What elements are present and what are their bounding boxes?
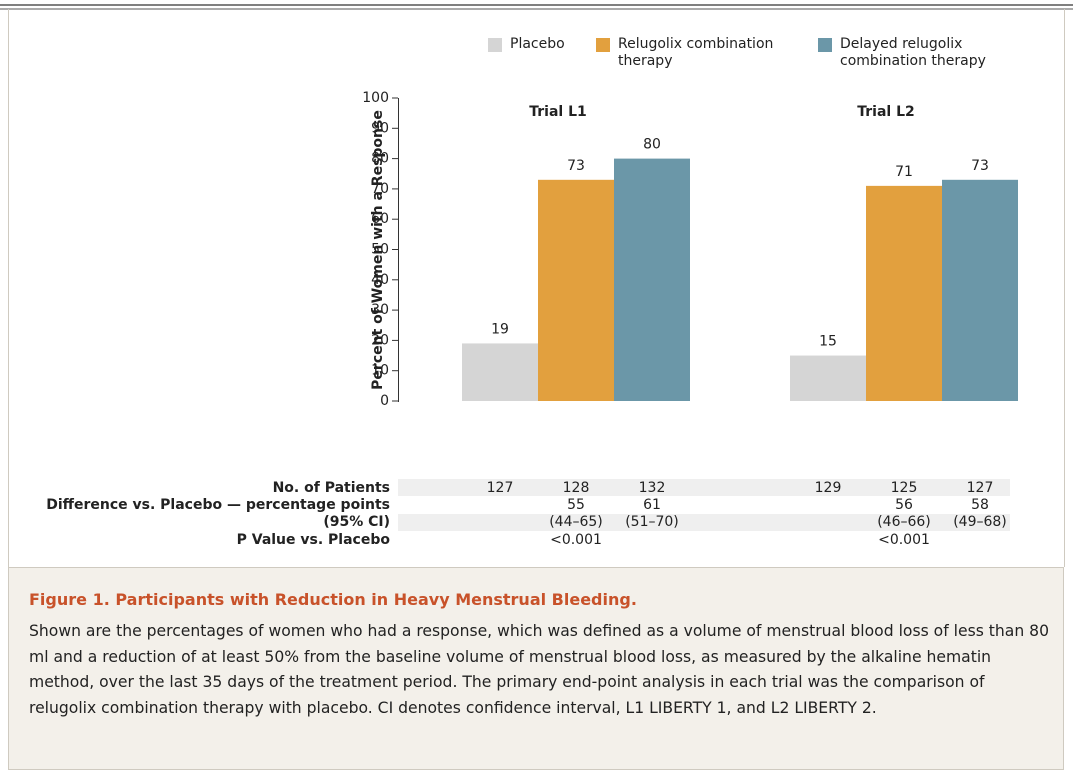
- value-label: 15: [819, 334, 837, 350]
- group-label: Trial L1: [529, 104, 587, 120]
- group-label: Trial L2: [857, 104, 915, 120]
- row-label: Difference vs. Placebo — percentage poin…: [46, 497, 390, 513]
- table-band: [398, 479, 1010, 496]
- bar: [790, 355, 866, 401]
- ci-cell: (46–66): [877, 514, 931, 530]
- value-label: 71: [895, 164, 913, 180]
- difference-cell: 58: [971, 497, 989, 513]
- ci-cell: (44–65): [549, 514, 603, 530]
- legend-swatch: [596, 38, 610, 52]
- y-tick-label: 0: [380, 393, 389, 409]
- y-axis-title: Percent of Women with a Response: [370, 110, 386, 390]
- caption-text: Shown are the percentages of women who h…: [29, 622, 1050, 717]
- legend-label: Relugolix combination therapy: [618, 36, 774, 69]
- legend-swatch: [488, 38, 502, 52]
- y-tick-label: 80: [371, 151, 389, 167]
- difference-cell: 61: [643, 497, 661, 513]
- p-value-cell: <0.001: [878, 532, 930, 548]
- bar: [462, 343, 538, 401]
- value-label: 19: [491, 321, 509, 337]
- value-label: 73: [567, 158, 585, 174]
- ci-cell: (49–68): [953, 514, 1007, 530]
- y-tick-label: 20: [371, 332, 389, 348]
- ci-cell: (51–70): [625, 514, 679, 530]
- bar: [614, 158, 690, 401]
- value-label: 73: [971, 158, 989, 174]
- row-label: (95% CI): [323, 514, 390, 530]
- legend-label: Placebo: [510, 36, 565, 52]
- table-band: [398, 514, 1010, 531]
- bar: [538, 179, 614, 401]
- row-label: P Value vs. Placebo: [237, 532, 391, 548]
- value-label: 80: [643, 137, 661, 153]
- y-tick-label: 10: [371, 363, 389, 379]
- bar: [866, 185, 942, 401]
- y-tick-label: 60: [371, 211, 389, 227]
- y-tick-label: 30: [371, 302, 389, 318]
- y-tick-label: 100: [362, 90, 389, 106]
- patients-cell: 127: [967, 480, 994, 496]
- difference-cell: 55: [567, 497, 585, 513]
- patients-cell: 127: [487, 480, 514, 496]
- y-tick-label: 70: [371, 181, 389, 197]
- patients-cell: 132: [639, 480, 666, 496]
- patients-cell: 129: [815, 480, 842, 496]
- patients-cell: 128: [563, 480, 590, 496]
- p-value-cell: <0.001: [550, 532, 602, 548]
- y-tick-label: 90: [371, 120, 389, 136]
- caption-title: Figure 1. Participants with Reduction in…: [29, 590, 637, 609]
- caption: Figure 1. Participants with Reduction in…: [8, 567, 1064, 770]
- y-tick-label: 50: [371, 242, 389, 258]
- legend-label: Delayed relugolix combination therapy: [840, 36, 986, 69]
- chart: Percent of Women with a Response 0 10 20 30…: [0, 4, 1073, 567]
- y-tick-label: 40: [371, 272, 389, 288]
- bar: [942, 179, 1018, 401]
- difference-cell: 56: [895, 497, 913, 513]
- legend-swatch: [818, 38, 832, 52]
- row-label: No. of Patients: [273, 480, 390, 496]
- patients-cell: 125: [891, 480, 918, 496]
